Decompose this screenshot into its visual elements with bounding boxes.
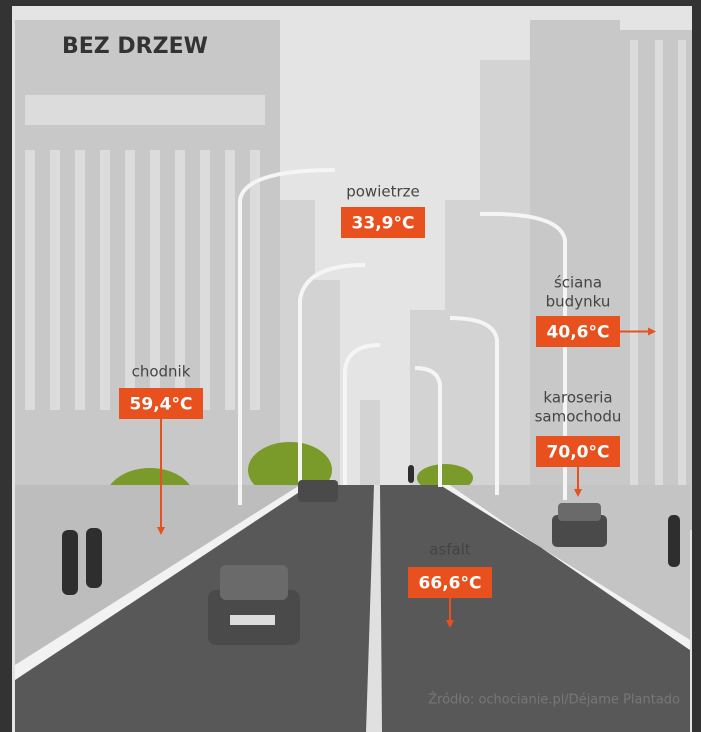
label-value: 70,0°C (547, 443, 610, 463)
label-value: 66,6°C (419, 574, 482, 594)
car (552, 503, 607, 547)
infographic: BEZ DRZEW Źródło: ochocianie.pl/Déjame P… (0, 0, 701, 732)
car (208, 565, 300, 645)
car (298, 480, 338, 502)
left-frame (0, 0, 12, 732)
label-value: 59,4°C (130, 395, 193, 415)
label-value: 33,9°C (352, 214, 415, 234)
title: BEZ DRZEW (62, 34, 208, 59)
label-name: asfalt (429, 541, 471, 559)
label-name: chodnik (132, 363, 191, 381)
right-frame (692, 0, 701, 732)
label-value: 40,6°C (547, 323, 610, 343)
page: BEZ DRZEW Źródło: ochocianie.pl/Déjame P… (0, 0, 701, 732)
label-name: budynku (546, 293, 611, 311)
label-name: karoseria (543, 389, 612, 407)
source: Źródło: ochocianie.pl/Déjame Plantado (428, 692, 680, 708)
top-frame (0, 0, 701, 6)
label-name: powietrze (346, 183, 420, 201)
label-name: ściana (554, 274, 602, 292)
label-name: samochodu (535, 408, 622, 426)
